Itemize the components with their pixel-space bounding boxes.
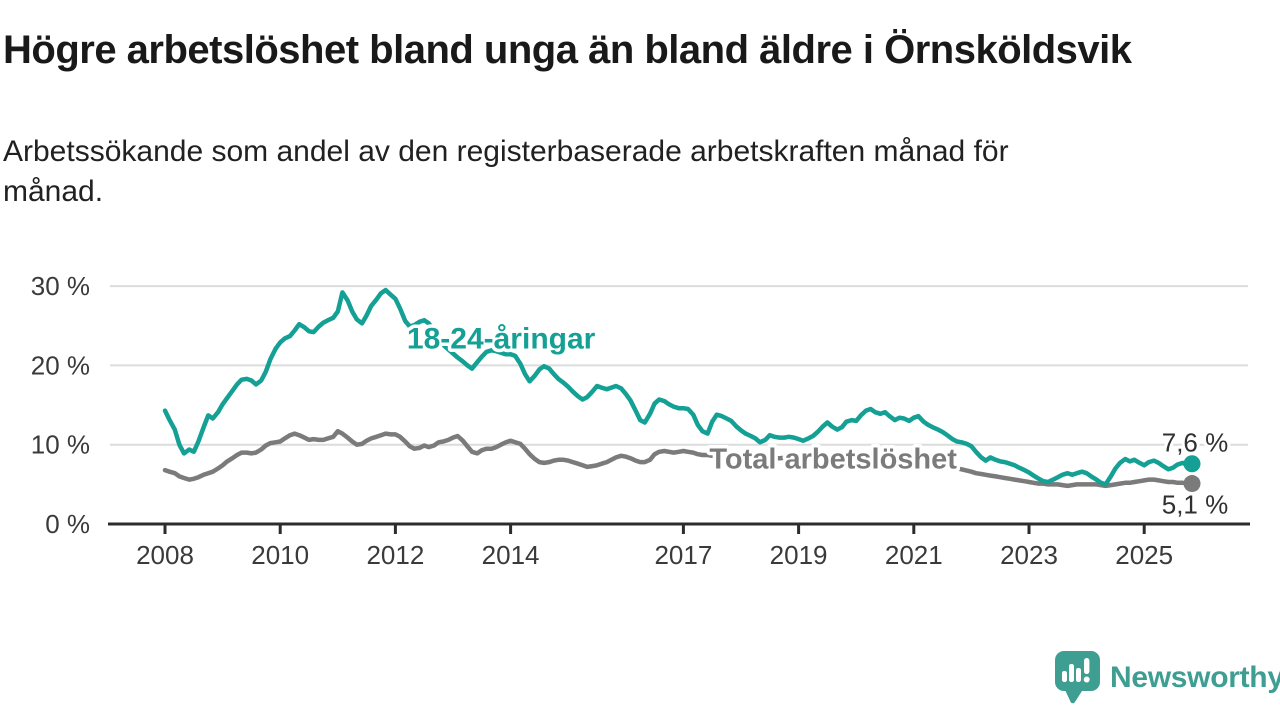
- y-tick-label: 10 %: [31, 430, 90, 460]
- y-tick-label: 0 %: [45, 509, 90, 539]
- logo-bar-1: [1062, 671, 1067, 682]
- series-end-dot: [1183, 475, 1201, 493]
- x-tick-label: 2017: [654, 540, 712, 570]
- x-tick-label: 2025: [1115, 540, 1173, 570]
- logo-bar-3: [1076, 668, 1081, 682]
- y-gridlines: [110, 285, 1248, 446]
- series-label: Total arbetslöshet: [709, 443, 957, 475]
- newsworthy-logo: Newsworthy: [1054, 650, 1280, 706]
- x-tick-label: 2012: [366, 540, 424, 570]
- logo-exclamation-dot: [1083, 676, 1090, 683]
- logo-bar-2: [1069, 664, 1074, 682]
- series-end-value: 7,6 %: [1162, 428, 1229, 458]
- logo-exclamation-icon: [1084, 658, 1090, 674]
- chart-title: Högre arbetslöshet bland unga än bland ä…: [3, 28, 1132, 72]
- newsworthy-logo-text: Newsworthy: [1110, 661, 1280, 694]
- x-axis: 2008 2010 2012 2014 2017 2019 2021 2023 2025: [108, 522, 1250, 570]
- series-line-18-24-ringar: [162, 287, 1195, 487]
- series-label: 18-24-åringar: [407, 323, 596, 356]
- chart-subtitle-line-2: månad.: [3, 175, 104, 208]
- y-tick-label: 30 %: [31, 271, 90, 301]
- series-line-total-arbetsl-shet: [162, 428, 1195, 489]
- chart-subtitle: Arbetssökande som andel av den registerb…: [3, 132, 1203, 212]
- series-end-dot: [1183, 455, 1201, 473]
- chart-subtitle-line-1: Arbetssökande som andel av den registerb…: [3, 135, 1009, 168]
- x-tick-label: 2021: [885, 540, 943, 570]
- series-end-value: 5,1 %: [1162, 490, 1229, 520]
- x-tick-label: 2019: [770, 540, 828, 570]
- newsworthy-logo-icon: [1055, 651, 1100, 704]
- x-tick-label: 2008: [136, 540, 194, 570]
- y-tick-label: 20 %: [31, 350, 90, 380]
- x-tick-label: 2023: [1000, 540, 1058, 570]
- x-tick-label: 2010: [251, 540, 309, 570]
- y-axis-labels: 0 % 10 % 20 % 30 %: [31, 271, 90, 539]
- x-tick-label: 2014: [482, 540, 540, 570]
